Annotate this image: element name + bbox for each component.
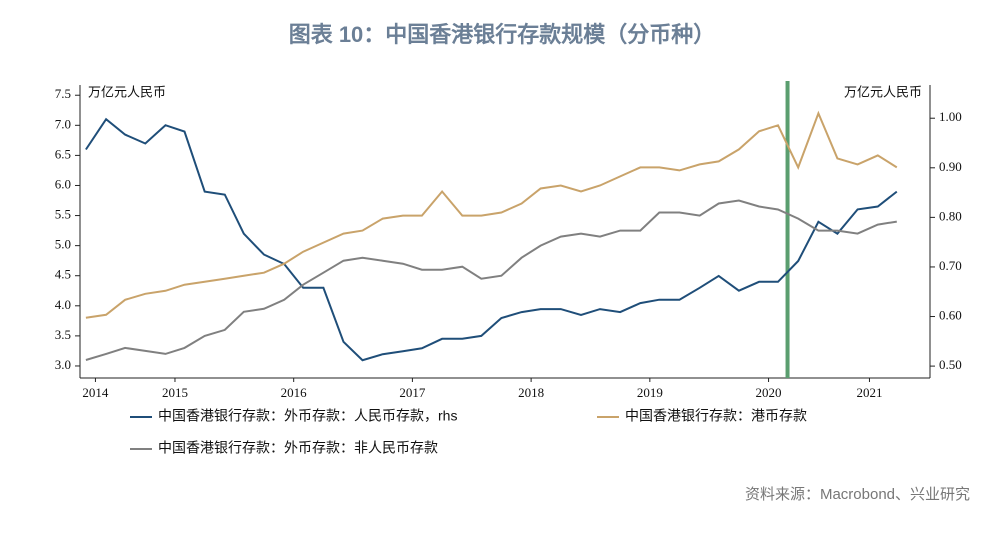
x-tick-label: 2017 bbox=[399, 385, 426, 400]
x-tick-label: 2021 bbox=[856, 385, 882, 400]
series-line bbox=[85, 117, 898, 362]
source-note: 资料来源：Macrobond、兴业研究 bbox=[745, 486, 970, 503]
y-tick-label: 6.5 bbox=[55, 146, 71, 161]
series-line bbox=[85, 110, 898, 319]
x-tick-label: 2019 bbox=[637, 385, 663, 400]
y-tick-label: 7.0 bbox=[55, 116, 71, 131]
y-tick-label: 5.0 bbox=[55, 237, 71, 252]
y-tick-label: 5.5 bbox=[55, 207, 71, 222]
chart-title: 图表 10：中国香港银行存款规模（分币种） bbox=[289, 22, 716, 47]
x-tick-label: 2014 bbox=[82, 385, 109, 400]
x-tick-label: 2020 bbox=[756, 385, 782, 400]
y-axis-label: 万亿元人民币 bbox=[88, 84, 166, 99]
y2-tick-label: 0.60 bbox=[939, 308, 962, 323]
y2-axis-label: 万亿元人民币 bbox=[844, 84, 922, 99]
y2-tick-label: 0.70 bbox=[939, 258, 962, 273]
x-tick-label: 2018 bbox=[518, 385, 544, 400]
y2-tick-label: 1.00 bbox=[939, 109, 962, 124]
y-tick-label: 7.5 bbox=[55, 86, 71, 101]
x-tick-label: 2015 bbox=[162, 385, 188, 400]
y-tick-label: 3.0 bbox=[55, 357, 71, 372]
y2-tick-label: 0.80 bbox=[939, 208, 962, 223]
legend-label: 中国香港银行存款：港币存款 bbox=[625, 408, 807, 424]
series-line bbox=[85, 199, 897, 361]
x-tick-label: 2016 bbox=[281, 385, 308, 400]
legend-label: 中国香港银行存款：外币存款：人民币存款，rhs bbox=[158, 408, 457, 424]
legend-label: 中国香港银行存款：外币存款：非人民币存款 bbox=[158, 440, 438, 456]
y2-tick-label: 0.90 bbox=[939, 159, 962, 174]
y-tick-label: 4.5 bbox=[55, 267, 71, 282]
y-tick-label: 3.5 bbox=[55, 327, 71, 342]
y2-tick-label: 0.50 bbox=[939, 357, 962, 372]
y-tick-label: 4.0 bbox=[55, 297, 71, 312]
y-tick-label: 6.0 bbox=[55, 176, 71, 191]
